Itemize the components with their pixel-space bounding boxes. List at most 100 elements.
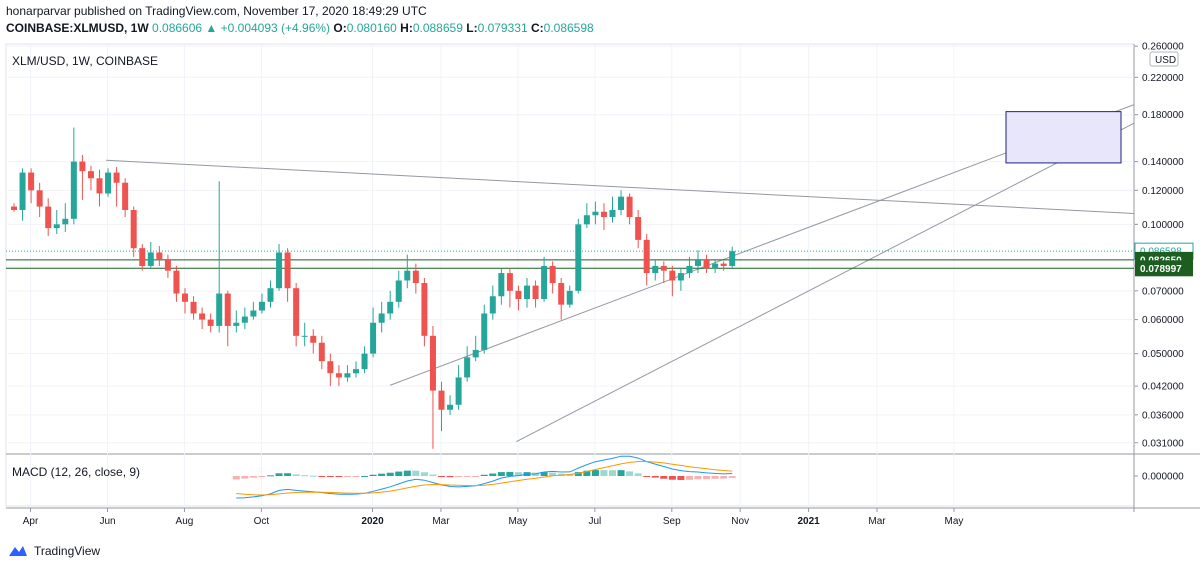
last-price: 0.086606: [152, 21, 203, 35]
x-tick-label: 2021: [797, 516, 820, 527]
y-tick-label: 0.100000: [1142, 220, 1184, 231]
candle: [147, 241, 154, 269]
candle-body: [207, 319, 214, 326]
candle-body: [447, 404, 454, 410]
x-tick-label: Jun: [99, 516, 115, 527]
macd-histogram-bar: [335, 476, 343, 478]
candle-body: [404, 270, 411, 281]
macd-histogram-bar: [275, 473, 283, 476]
candle: [199, 307, 206, 330]
x-tick-label: May: [944, 516, 963, 527]
candle: [105, 168, 112, 197]
candle-body: [703, 259, 710, 269]
time-axis[interactable]: Apr Jun Aug Oct 2020 Mar May Jul Sep Nov 2021 Mar Ma…: [23, 508, 964, 527]
y-tick-label: 0.120000: [1142, 186, 1184, 197]
candle-body: [515, 290, 522, 300]
candle-body: [370, 322, 377, 354]
candle: [532, 280, 539, 308]
candle: [19, 168, 26, 221]
candle: [609, 196, 616, 223]
candle-body: [677, 273, 684, 281]
macd-pane: [232, 455, 736, 499]
candle: [122, 178, 129, 218]
support-low-tag-bg: [1135, 260, 1193, 277]
macd-histogram-bar: [703, 476, 711, 480]
candle-body: [695, 259, 701, 266]
candle: [489, 285, 496, 320]
candle-body: [130, 209, 137, 249]
candle: [558, 277, 565, 320]
candle-body: [182, 293, 188, 302]
low-value: 0.079331: [477, 21, 528, 35]
candle: [592, 201, 599, 225]
candle: [438, 381, 445, 432]
candle-body: [258, 301, 265, 311]
candle: [566, 285, 573, 308]
macd-histogram-bar: [378, 473, 386, 476]
candle: [472, 335, 479, 362]
candle: [686, 256, 693, 278]
candle: [404, 254, 411, 289]
candle-body: [395, 280, 402, 302]
candle-body: [669, 270, 676, 281]
candle: [643, 233, 650, 286]
candle: [113, 166, 120, 207]
footer-brand: TradingView: [8, 544, 100, 558]
candle: [729, 246, 736, 268]
x-tick-label: Mar: [868, 516, 886, 527]
macd-histogram-bar: [318, 476, 326, 477]
macd-histogram-bar: [694, 476, 702, 480]
macd-histogram-bar: [232, 476, 240, 480]
candle: [549, 261, 556, 294]
candle-body: [28, 172, 35, 191]
macd-histogram-bar: [455, 476, 463, 478]
grid: [5, 43, 1200, 512]
y-tick-label: 0.042000: [1142, 382, 1184, 393]
chart-canvas[interactable]: 0.031000 0.036000 0.042000 0.050000 0.060000…: [0, 38, 1200, 538]
macd-histogram-bar: [395, 471, 403, 476]
macd-histogram-bar: [386, 472, 394, 476]
macd-histogram-bar: [583, 470, 591, 476]
candle: [660, 261, 667, 284]
candle: [378, 301, 385, 333]
candle: [87, 165, 94, 191]
candle: [173, 265, 180, 302]
currency-label: USD: [1155, 55, 1176, 66]
candle-body: [489, 296, 496, 314]
candle-body: [318, 342, 325, 362]
candle-body: [241, 316, 248, 323]
macd-histogram-bar: [566, 474, 574, 476]
candle: [464, 346, 471, 382]
macd-histogram-bar: [343, 476, 351, 477]
price-axis[interactable]: 0.031000 0.036000 0.042000 0.050000 0.060000…: [1134, 42, 1194, 483]
macd-histogram-bar: [472, 476, 480, 477]
candle-body: [284, 252, 291, 289]
y-tick-label: 0.070000: [1142, 286, 1184, 297]
candle-body: [70, 161, 77, 219]
candle-body: [335, 373, 342, 378]
pane-title: XLM/USD, 1W, COINBASE: [12, 54, 158, 68]
y-tick-label: 0.260000: [1142, 42, 1184, 53]
candle: [353, 361, 359, 378]
candle-body: [438, 390, 445, 410]
macd-histogram-bar: [660, 476, 668, 479]
candle: [695, 250, 701, 274]
candle-body: [592, 211, 599, 216]
support-low-tag: 0.078997: [1140, 264, 1182, 275]
macd-histogram-bar: [446, 476, 454, 478]
macd-histogram-bar: [540, 472, 548, 476]
x-tick-label: Sep: [663, 516, 681, 527]
candle: [301, 322, 308, 347]
candle: [241, 307, 248, 330]
close-label: C:: [530, 21, 544, 35]
macd-histogram-bar: [412, 470, 420, 476]
candle-body: [481, 313, 488, 350]
candle-body: [96, 178, 103, 194]
y-tick-label: 0.220000: [1142, 73, 1184, 84]
candle: [318, 335, 325, 370]
candle: [310, 329, 317, 354]
candle: [575, 218, 582, 294]
candle-body: [53, 224, 60, 229]
high-value: 0.088659: [412, 21, 463, 35]
candle-body: [310, 335, 317, 343]
